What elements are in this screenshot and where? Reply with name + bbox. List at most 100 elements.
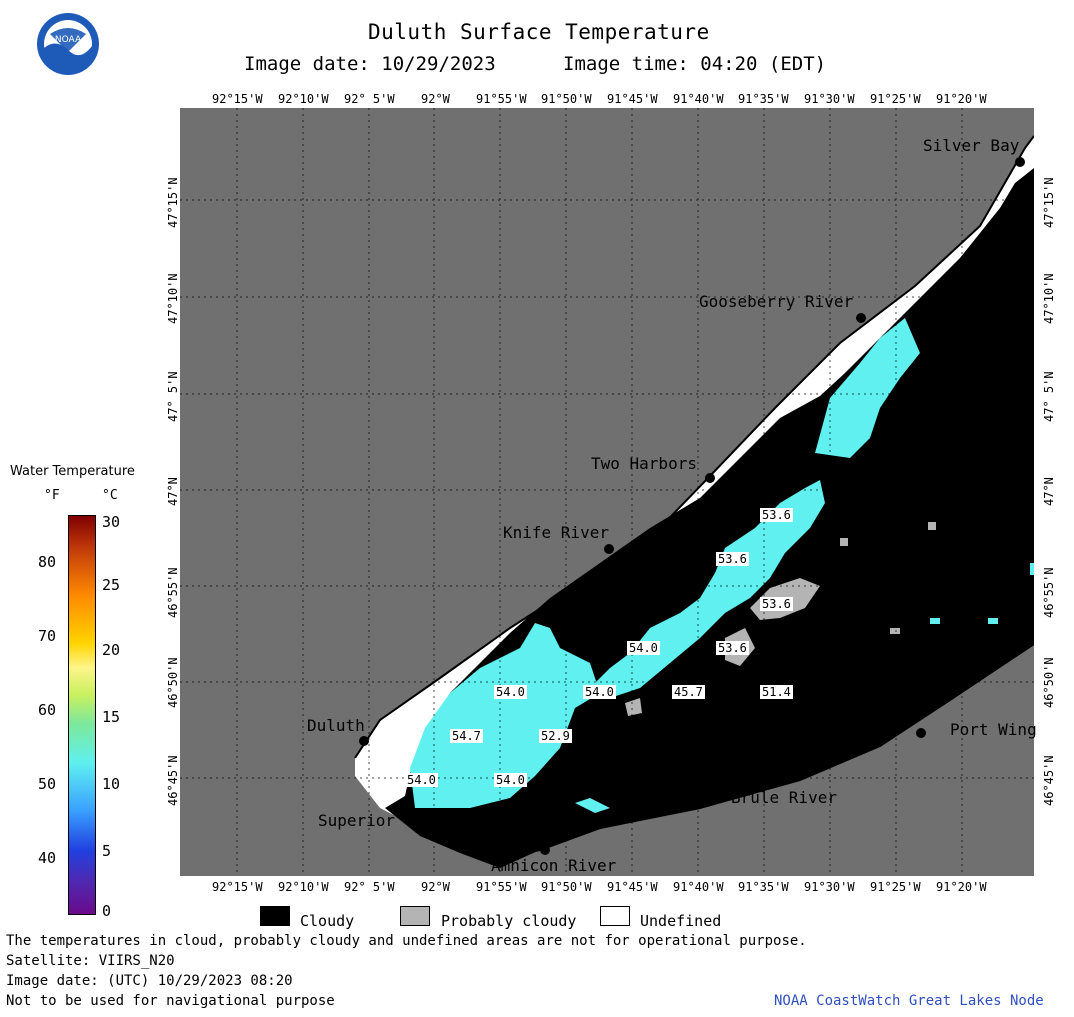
cloudy-label: Cloudy [300,912,355,930]
temp-label: 54.0 [494,773,527,787]
temp-label: 54.0 [627,641,660,655]
undefined-label: Undefined [640,912,722,930]
temperature-colorbar [68,515,96,915]
image-time: Image time: 04:20 (EDT) [563,53,827,75]
c-tick: 15 [102,708,121,726]
lon-label: 91°30'W [804,880,855,894]
lat-label: 47°15'N [1042,177,1056,228]
lon-label: 92° 5'W [344,92,395,106]
lake-superior-map [180,108,1034,876]
probably-cloudy-area [625,698,642,716]
place-marker [1015,157,1025,167]
temp-label: 54.0 [583,685,616,699]
temp-label: 53.6 [760,508,793,522]
lon-label: 91°55'W [476,92,527,106]
place-marker [705,473,715,483]
c-tick: 25 [102,576,121,594]
place-label-two-harbors: Two Harbors [591,454,697,473]
lon-label: 92°10'W [278,880,329,894]
lon-label: 91°25'W [870,92,921,106]
lon-label: 92° 5'W [344,880,395,894]
footer-satellite: Satellite: VIIRS_N20 [6,953,175,969]
lat-label: 46°45'N [1042,755,1056,806]
f-tick: 80 [38,553,57,571]
undefined-swatch [600,906,630,926]
footer-credit[interactable]: NOAA CoastWatch Great Lakes Node [774,993,1044,1009]
place-marker [359,736,369,746]
f-tick: 60 [38,701,57,719]
temp-label: 51.4 [760,685,793,699]
water-area [930,618,940,624]
probably-cloudy-area [840,538,848,546]
colorbar-unit-f: °F [44,488,60,503]
lon-label: 92°15'W [212,92,263,106]
lat-label: 47°10'N [166,273,180,324]
footer-utc-date: Image date: (UTC) 10/29/2023 08:20 [6,973,293,989]
lon-label: 91°35'W [738,92,789,106]
c-tick: 20 [102,641,121,659]
water-area [815,318,920,458]
lon-label: 91°25'W [870,880,921,894]
temp-label: 45.7 [672,685,705,699]
lat-label: 46°50'N [166,657,180,708]
temp-label: 54.0 [494,685,527,699]
lon-label: 91°50'W [541,92,592,106]
shoreline [499,643,1034,859]
lat-lon-grid [180,108,1034,876]
lon-label: 91°40'W [673,880,724,894]
c-tick: 30 [102,513,121,531]
temp-label: 54.7 [450,729,483,743]
map-title: Duluth Surface Temperature [368,20,710,44]
lat-label: 47° 5'N [166,371,180,422]
probably-cloudy-area [928,522,936,530]
lon-label: 92°W [421,92,450,106]
lat-label: 47°N [1042,477,1056,506]
lon-label: 91°55'W [476,880,527,894]
water-area [988,618,998,624]
c-tick: 10 [102,775,121,793]
c-tick: 0 [102,902,112,920]
lat-label: 46°55'N [1042,567,1056,618]
lat-label: 47°15'N [166,177,180,228]
water-area [1030,563,1034,575]
probably-cloudy-label: Probably cloudy [441,912,577,930]
lon-label: 91°20'W [936,880,987,894]
lat-label: 47° 5'N [1042,371,1056,422]
place-label-superior: Superior [318,811,396,830]
temp-label: 53.6 [716,641,749,655]
water-area [410,623,600,808]
footer-note: The temperatures in cloud, probably clou… [6,933,807,949]
temp-label: 53.6 [716,552,749,566]
lon-label: 91°45'W [607,880,658,894]
temp-label: 54.0 [405,773,438,787]
lon-label: 92°W [421,880,450,894]
lat-label: 47°N [166,477,180,506]
colorbar-title: Water Temperature [10,464,135,479]
lat-label: 46°55'N [166,567,180,618]
place-label-gooseberry: Gooseberry River [699,292,854,311]
place-label-port-wing: Port Wing [950,720,1037,739]
f-tick: 70 [38,627,57,645]
place-marker [540,845,550,855]
lat-label: 46°45'N [166,755,180,806]
lon-label: 91°40'W [673,92,724,106]
lat-label: 46°50'N [1042,657,1056,708]
probably-cloudy-area [890,628,900,634]
place-label-duluth: Duluth [307,716,365,735]
image-date: Image date: 10/29/2023 [244,53,496,75]
noaa-logo: NOAA [36,12,100,76]
lon-label: 92°10'W [278,92,329,106]
lon-label: 91°20'W [936,92,987,106]
temp-label: 52.9 [539,729,572,743]
water-area [575,798,610,813]
temp-label: 53.6 [760,597,793,611]
lon-label: 91°35'W [738,880,789,894]
place-marker [856,313,866,323]
lon-label: 91°50'W [541,880,592,894]
f-tick: 50 [38,775,57,793]
place-marker [604,544,614,554]
cloudy-swatch [260,906,290,926]
f-tick: 40 [38,849,57,867]
logo-text: NOAA [55,35,82,45]
footer-nav-warning: Not to be used for navigational purpose [6,993,335,1009]
